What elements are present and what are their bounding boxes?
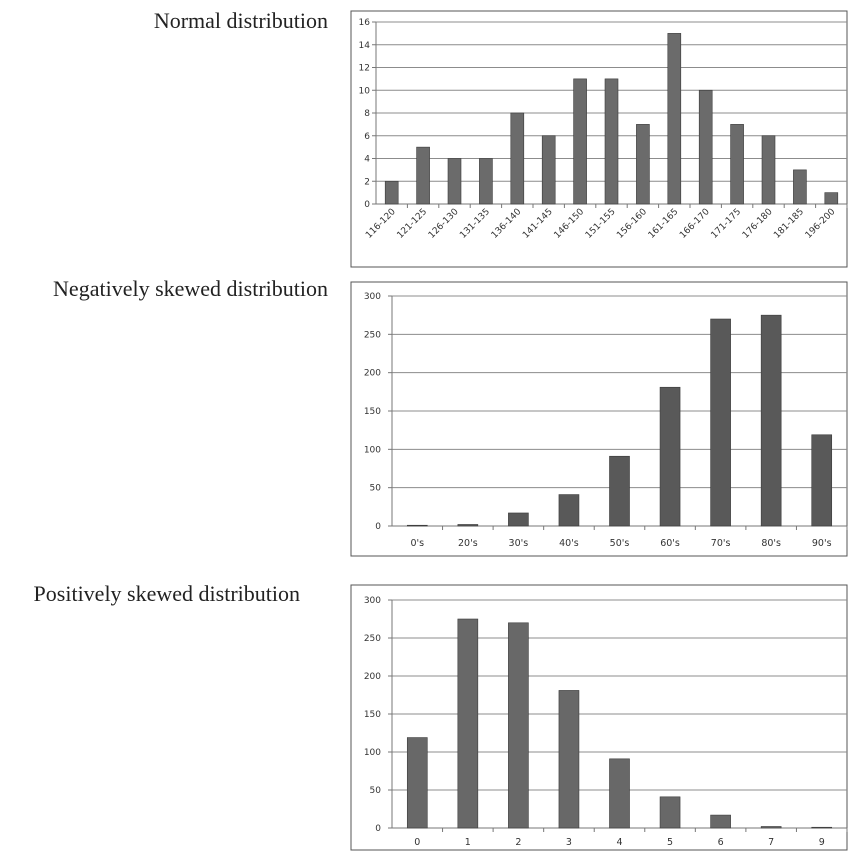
bar <box>573 78 587 205</box>
y-tick-label: 0 <box>375 522 381 532</box>
bar <box>698 89 713 205</box>
y-tick-label: 0 <box>375 824 381 834</box>
y-tick-label: 100 <box>364 445 381 455</box>
y-tick-label: 100 <box>364 748 381 758</box>
bar <box>457 618 479 829</box>
bar <box>508 512 529 527</box>
x-tick-label: 4 <box>616 837 622 848</box>
y-tick-label: 300 <box>364 292 381 302</box>
bar <box>447 158 462 205</box>
x-tick-label: 80's <box>761 538 781 549</box>
x-tick-label: 9 <box>819 837 825 848</box>
y-tick-label: 14 <box>359 41 371 51</box>
y-tick-label: 2 <box>364 177 370 187</box>
y-tick-label: 150 <box>364 407 381 417</box>
x-tick-label: 0's <box>410 538 424 549</box>
y-tick-label: 200 <box>364 672 381 682</box>
bar <box>760 314 782 527</box>
bar <box>457 524 479 527</box>
bar <box>479 158 493 205</box>
bar <box>609 455 630 527</box>
x-tick-label: 0 <box>414 837 420 848</box>
y-tick-label: 16 <box>359 18 371 28</box>
y-tick-label: 300 <box>364 596 381 606</box>
y-tick-label: 200 <box>364 369 381 379</box>
y-tick-label: 250 <box>364 330 381 340</box>
y-tick-label: 4 <box>364 155 370 165</box>
bar <box>416 146 430 205</box>
bar <box>761 135 776 205</box>
chart-title-negative-skew: Negatively skewed distribution <box>53 276 328 301</box>
chart-title-normal: Normal distribution <box>153 8 328 33</box>
bar <box>558 494 580 527</box>
y-tick-label: 50 <box>370 484 382 494</box>
x-tick-label: 90's <box>812 538 832 549</box>
x-tick-label: 5 <box>667 837 673 848</box>
x-tick-label: 50's <box>610 538 630 549</box>
bar <box>811 826 833 829</box>
x-tick-label: 20's <box>458 538 478 549</box>
x-tick-label: 40's <box>559 538 579 549</box>
x-tick-label: 6 <box>718 837 724 848</box>
bar <box>659 386 681 527</box>
y-tick-label: 0 <box>364 200 370 210</box>
bar <box>667 33 682 205</box>
bar <box>510 112 525 205</box>
bar <box>406 524 428 527</box>
bar <box>558 690 580 829</box>
chart-title-positive-skew: Positively skewed distribution <box>33 581 300 606</box>
bar <box>760 826 782 829</box>
x-tick-label: 3 <box>566 837 572 848</box>
bar <box>793 169 807 205</box>
x-tick-label: 60's <box>660 538 680 549</box>
bar <box>508 622 529 829</box>
x-tick-label: 1 <box>465 837 471 848</box>
bar <box>659 796 681 829</box>
bar <box>811 434 833 527</box>
y-tick-label: 12 <box>359 64 370 74</box>
bar <box>710 814 731 829</box>
bar <box>824 192 839 205</box>
y-tick-label: 8 <box>364 109 370 119</box>
bar <box>406 737 428 829</box>
bar <box>609 758 630 829</box>
chart-frame <box>350 584 848 851</box>
bar <box>541 135 556 205</box>
bar <box>604 78 619 205</box>
y-tick-label: 50 <box>370 786 382 796</box>
x-tick-label: 70's <box>711 538 731 549</box>
y-tick-label: 250 <box>364 634 381 644</box>
bar <box>710 318 731 527</box>
y-tick-label: 150 <box>364 710 381 720</box>
bar <box>384 180 399 205</box>
bar <box>636 124 650 205</box>
y-tick-label: 6 <box>364 132 370 142</box>
x-tick-label: 7 <box>768 837 774 848</box>
y-tick-label: 10 <box>359 86 371 96</box>
bar <box>730 124 744 205</box>
x-tick-label: 2 <box>515 837 521 848</box>
x-tick-label: 30's <box>509 538 529 549</box>
